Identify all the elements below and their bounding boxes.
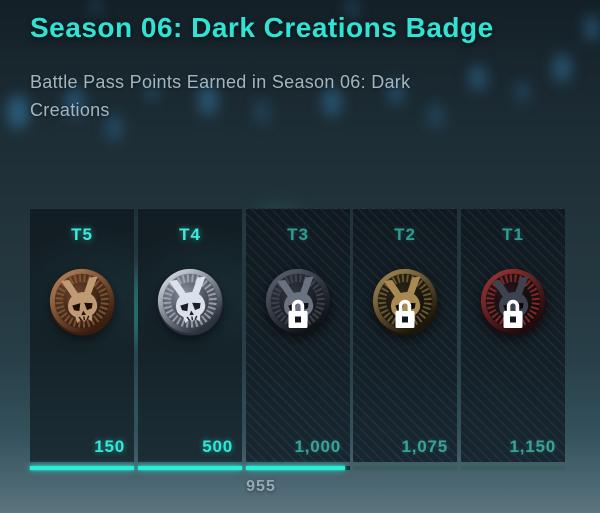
tier-column-t2: T2 1,075 [353, 208, 457, 470]
current-points-label: 955 [246, 478, 276, 495]
tier-requirement-points: 500 [202, 437, 233, 456]
tier-column-t1: T1 1,150 [461, 208, 565, 470]
tier-progress-bar [30, 466, 134, 470]
lock-icon [503, 299, 523, 331]
silver-medal-graphic [157, 268, 223, 336]
tier-requirement-points: 150 [94, 437, 125, 456]
tier-progress-bar [246, 466, 350, 470]
tier-column-t3: T3 1,000 [246, 208, 350, 470]
lock-icon [288, 299, 308, 331]
lock-icon-graphic [503, 299, 523, 328]
lock-icon-graphic [395, 299, 415, 328]
page-title: Season 06: Dark Creations Badge [30, 12, 494, 43]
tier-card-t1[interactable]: T1 1,150 [461, 208, 565, 462]
tier-column-t5: T5 150 [30, 208, 134, 470]
tier-progress-fill [30, 466, 134, 470]
tier-column-t4: T4 500 [138, 208, 242, 470]
bronze-medal-icon [47, 266, 117, 336]
tier-label: T3 [287, 225, 309, 244]
tier-label: T4 [179, 225, 201, 244]
tier-card-t5[interactable]: T5 150 [30, 208, 134, 462]
silver-medal-icon [155, 266, 225, 336]
tier-card-t2[interactable]: T2 1,075 [353, 208, 457, 462]
bronze-medal-graphic [49, 268, 115, 336]
tier-progress-fill [138, 466, 242, 470]
lock-icon [395, 299, 415, 331]
lock-icon-graphic [288, 299, 308, 328]
tier-requirement-points: 1,000 [294, 437, 341, 456]
tier-card-t4[interactable]: T4 500 [138, 208, 242, 462]
tier-label: T5 [71, 225, 93, 244]
tier-progress-bar [138, 466, 242, 470]
tier-progress-bar [461, 466, 565, 470]
tier-requirement-points: 1,150 [509, 437, 556, 456]
tier-label: T1 [502, 225, 524, 244]
tier-row: T5 150 T4 [30, 208, 565, 478]
tier-progress-bar [353, 466, 457, 470]
tier-progress-fill [246, 466, 346, 470]
tier-card-t3[interactable]: T3 1,000 [246, 208, 350, 462]
badge-description: Battle Pass Points Earned in Season 06: … [30, 72, 411, 120]
tier-label: T2 [394, 225, 416, 244]
tier-requirement-points: 1,075 [401, 437, 448, 456]
